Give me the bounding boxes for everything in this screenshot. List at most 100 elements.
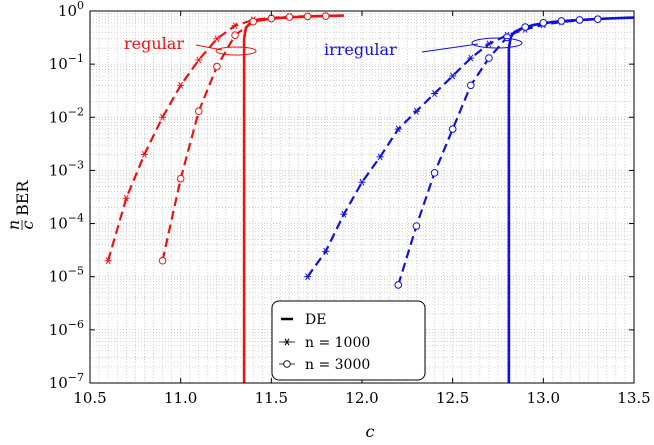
star-stroke <box>450 72 456 80</box>
y-axis-label-text: BER <box>13 180 32 216</box>
y-tick-label: 10−3 <box>49 158 84 179</box>
y-tick-label: 10−4 <box>49 212 84 233</box>
data-point-star <box>358 178 366 186</box>
legend-star-marker <box>283 338 291 346</box>
data-point-star <box>485 40 493 48</box>
y-axis-label-numerator: n <box>4 220 23 230</box>
y-tick-label: 10−5 <box>49 265 84 286</box>
data-point-star <box>159 113 167 121</box>
star-stroke <box>377 153 383 161</box>
y-axis-label: n c BER <box>4 180 37 231</box>
grid <box>89 11 635 384</box>
data-point-circle <box>593 15 602 24</box>
data-point-star <box>449 72 457 80</box>
data-point-star <box>412 107 420 115</box>
star-stroke <box>432 90 437 97</box>
data-point-star <box>122 194 130 202</box>
star-stroke <box>123 194 129 202</box>
legend-label-n1000: n = 1000 <box>305 335 370 351</box>
data-point-circle <box>575 16 584 24</box>
data-point-star <box>213 35 221 43</box>
data-point-circle <box>321 12 330 20</box>
star-stroke <box>413 107 419 115</box>
data-point-circle <box>213 62 221 71</box>
legend-entry-de: DE <box>281 312 326 328</box>
y-tick-label: 10−1 <box>49 52 84 73</box>
data-point-circle <box>176 174 185 183</box>
data-point-star <box>394 125 402 133</box>
star-stroke <box>305 273 311 281</box>
star-stroke <box>341 210 347 218</box>
data-point-star <box>177 81 185 89</box>
star-stroke <box>323 247 329 255</box>
annotation-irregular: irregular <box>324 37 523 59</box>
x-tick-label: 13.0 <box>527 389 560 407</box>
y-axis-label-denominator: c <box>18 220 37 229</box>
annotation-regular-ellipse <box>215 46 257 56</box>
star-stroke <box>105 257 111 265</box>
data-point-star <box>431 90 439 97</box>
y-tick-label: 100 <box>58 0 84 20</box>
tick-marks <box>89 10 635 384</box>
x-axis-label: c <box>366 422 375 441</box>
data-point-circle <box>231 31 239 40</box>
data-point-star <box>231 22 239 30</box>
data-point-circle <box>303 12 312 21</box>
data-point-circle <box>267 14 276 23</box>
legend-circle-marker <box>283 360 291 368</box>
data-point-circle <box>249 17 257 26</box>
y-tick-label: 10−6 <box>49 318 84 339</box>
x-tick-label: 10.5 <box>73 389 106 407</box>
data-point-circle <box>521 23 530 31</box>
series-line-regular-circle <box>161 15 326 261</box>
annotation-regular: regular <box>124 34 257 56</box>
star-stroke <box>468 54 474 62</box>
star-stroke <box>141 150 147 158</box>
data-point-star <box>140 150 148 158</box>
star-stroke <box>178 81 184 89</box>
x-tick-label: 11.5 <box>255 389 288 407</box>
x-tick-labels: 10.5 11.0 11.5 12.0 12.5 13.0 13.5 <box>73 389 650 407</box>
data-point-circle <box>195 107 203 116</box>
annotation-irregular-text: irregular <box>324 40 397 59</box>
annotation-regular-text: regular <box>124 34 184 53</box>
data-point-circle <box>557 17 566 25</box>
star-stroke <box>160 113 165 121</box>
annotation-irregular-ellipse <box>471 37 523 49</box>
data-point-circle <box>285 13 294 21</box>
x-tick-label: 11.0 <box>164 389 197 407</box>
legend-entry-n3000: n = 3000 <box>279 357 370 373</box>
star-stroke <box>214 35 220 43</box>
data-point-circle <box>485 54 493 62</box>
data-point-star <box>340 210 348 218</box>
legend-label-de: DE <box>305 312 326 328</box>
data-point-star <box>322 247 330 255</box>
star-stroke <box>486 40 492 48</box>
data-point-circle <box>412 222 421 230</box>
star-stroke <box>196 56 202 64</box>
y-tick-label: 10−7 <box>49 371 84 392</box>
x-tick-label: 12.5 <box>436 389 469 407</box>
data-point-circle <box>430 169 439 177</box>
annotation-irregular-pointer <box>421 43 479 53</box>
legend-entry-n1000: n = 1000 <box>279 335 370 351</box>
data-point-circle <box>539 18 548 27</box>
data-point-star <box>304 273 312 281</box>
y-tick-labels: 100 10−1 10−2 10−3 10−4 10−5 10−6 10−7 <box>49 0 84 392</box>
data-point-star <box>376 153 384 161</box>
data-point-star <box>104 257 112 265</box>
data-point-circle <box>503 33 511 42</box>
star-stroke <box>395 125 401 133</box>
data-point-circle <box>448 125 457 133</box>
star-stroke <box>359 178 365 186</box>
data-point-star <box>195 56 203 64</box>
data-point-circle <box>158 256 167 265</box>
x-tick-label: 12.0 <box>345 389 378 407</box>
legend-label-n3000: n = 3000 <box>305 357 370 373</box>
legend: DE n = 1000 n = 3000 <box>271 300 426 381</box>
data-point-circle <box>394 281 403 289</box>
data-point-star <box>467 54 475 62</box>
x-tick-label: 13.5 <box>617 389 650 407</box>
star-stroke <box>232 22 238 30</box>
